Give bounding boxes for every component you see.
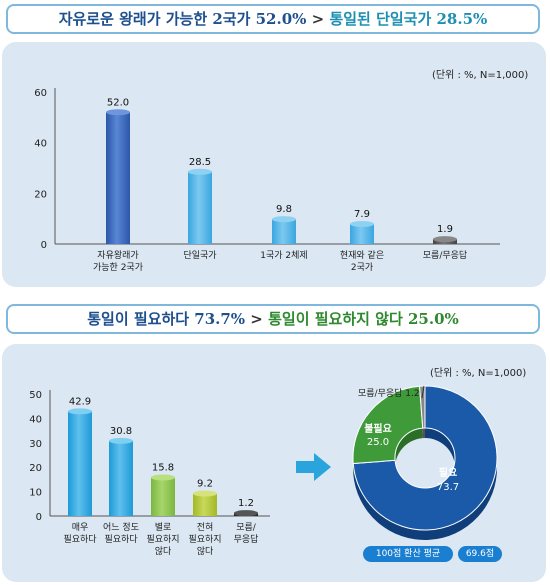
chart2-category-label: 필요하지: [146, 533, 179, 545]
chart2-category-label: 매우: [72, 522, 89, 533]
chart1-value-label: 28.5: [189, 157, 211, 168]
chart2-bar-cap: [68, 408, 92, 415]
chart2-category-label: 무응답: [234, 533, 259, 545]
chart2-y-tick-label: 50: [29, 390, 42, 401]
donut-leader-line: [421, 385, 425, 399]
chart1-category-label: 단일국가: [183, 250, 216, 261]
chart1-value-label: 7.9: [354, 209, 370, 220]
chart1-y-tick-label: 60: [34, 88, 47, 99]
chart1-bar-cap: [106, 109, 130, 116]
headline-unified-state: 통일된 단일국가 28.5%: [329, 10, 488, 28]
chart2-category-label: 않다: [197, 546, 214, 557]
chart1-bar: [188, 171, 212, 244]
chart2-value-label: 9.2: [197, 479, 213, 490]
top-chart-panel: [2, 42, 546, 287]
chart1-category-label: 1국가 2체제: [260, 250, 307, 261]
chart2-value-label: 30.8: [110, 426, 132, 437]
necessity-donut-chart: 필요 73.7 불필요 25.0 모름/무응답 1.2: [352, 385, 498, 540]
chart1-value-label: 52.0: [107, 97, 129, 108]
chart2-y-tick-label: 30: [29, 439, 42, 450]
chart2-category-label: 필요하다: [104, 533, 138, 545]
headline-two-states: 자유로운 왕래가 가능한 2국가 52.0%: [58, 10, 307, 28]
donut-label-not-needed: 불필요: [364, 422, 392, 435]
headline-separator-2: >: [250, 310, 263, 328]
chart1-unit-note: (단위 : %, N=1,000): [432, 70, 529, 81]
average-score-value: 69.6점: [458, 546, 502, 562]
chart1-y-tick-label: 20: [34, 189, 47, 200]
chart2-bar-cap: [193, 490, 217, 497]
chart1-category-label: 자유왕래가: [97, 250, 138, 261]
chart1-y-tick-label: 40: [34, 139, 47, 150]
chart2-category-label: 필요하지: [188, 533, 221, 545]
chart2-bar: [68, 411, 92, 516]
chart2-bar: [151, 477, 175, 516]
chart1-bar-cap: [433, 236, 457, 243]
headline-not-needed: 통일이 필요하지 않다 25.0%: [268, 310, 459, 328]
headline-separator: >: [311, 10, 325, 28]
bottom-headline-banner: 통일이 필요하다 73.7% > 통일이 필요하지 않다 25.0%: [6, 304, 540, 334]
chart1-bar: [106, 112, 130, 245]
chart1-bar: [350, 223, 374, 244]
chart1-category-label: 현재와 같은: [340, 249, 384, 261]
donut-label-needed: 필요: [439, 466, 457, 479]
chart1-bar-cap: [350, 220, 374, 227]
donut-value-not-needed: 25.0: [367, 437, 389, 448]
donut-slice: [352, 385, 424, 465]
chart2-category-label: 필요하다: [63, 533, 97, 545]
donut-slice: [419, 385, 426, 429]
right-arrow-icon: [296, 453, 331, 481]
chart2-bar-cap: [109, 437, 133, 444]
donut-label-unknown: 모름/무응답 1.2: [358, 387, 420, 399]
chart2-value-label: 1.2: [238, 498, 254, 509]
chart2-y-tick-label: 40: [29, 414, 42, 425]
chart2-value-label: 15.8: [152, 462, 174, 473]
chart2-unit-note: (단위 : %, N=1,000): [430, 368, 527, 379]
chart2-bar-cap: [151, 474, 175, 481]
chart1-bar: [272, 219, 296, 244]
chart1-category-label: 모름/무응답: [423, 249, 467, 261]
chart2-y-tick-label: 0: [36, 512, 42, 523]
chart2-bar: [193, 493, 217, 516]
chart1-bar-cap: [272, 216, 296, 223]
chart1-bar-cap: [188, 168, 212, 175]
chart1-value-label: 1.9: [437, 224, 453, 235]
chart2-category-label: 않다: [155, 546, 172, 557]
top-headline-banner: 자유로운 왕래가 가능한 2국가 52.0% > 통일된 단일국가 28.5%: [6, 4, 540, 34]
donut-value-needed: 73.7: [437, 482, 459, 493]
chart2-y-tick-label: 10: [29, 488, 42, 499]
chart1-category-label: 가능한 2국가: [93, 262, 143, 273]
chart1-y-tick-label: 0: [41, 240, 47, 251]
chart2-category-label: 전혀: [197, 522, 214, 533]
average-score-label: 100점 환산 평균: [363, 546, 453, 562]
headline-needed: 통일이 필요하다 73.7%: [87, 310, 246, 328]
chart2-bar: [109, 440, 133, 516]
chart2-category-label: 모름/: [236, 522, 257, 533]
donut-slice: [352, 385, 498, 531]
chart2-category-label: 어느 정도: [103, 522, 139, 533]
chart2-y-tick-label: 20: [29, 463, 42, 474]
chart2-bar-cap: [234, 510, 258, 517]
chart1-value-label: 9.8: [276, 204, 292, 215]
chart2-category-label: 별로: [155, 522, 172, 533]
chart1-category-label: 2국가: [351, 262, 373, 273]
chart2-value-label: 42.9: [69, 396, 91, 407]
